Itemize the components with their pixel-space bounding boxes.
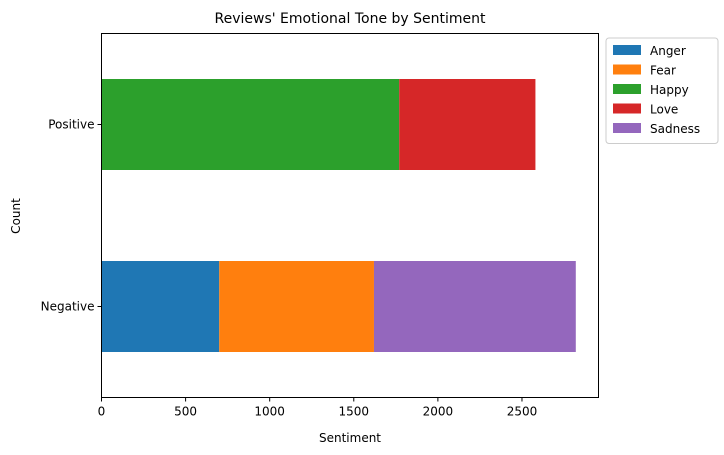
x-tick-label: 0 bbox=[98, 405, 106, 419]
x-tick-label: 2500 bbox=[507, 405, 538, 419]
legend-swatch-anger bbox=[613, 45, 641, 55]
x-tick-label: 2000 bbox=[423, 405, 454, 419]
x-axis: 0 500 1000 1500 2000 2500 bbox=[98, 397, 538, 419]
legend-swatch-love bbox=[613, 103, 641, 114]
bar-positive-love bbox=[399, 79, 536, 170]
legend-swatch-sadness bbox=[613, 123, 641, 133]
legend-label-anger: Anger bbox=[650, 44, 686, 58]
bar-negative-anger bbox=[101, 261, 220, 352]
y-tick-label: Positive bbox=[48, 118, 94, 132]
x-tick-label: 1500 bbox=[339, 405, 370, 419]
legend-frame bbox=[605, 37, 719, 144]
bars-group bbox=[101, 79, 576, 352]
x-tick-label: 1000 bbox=[254, 405, 285, 419]
legend-label-happy: Happy bbox=[650, 83, 689, 97]
legend-label-sadness: Sadness bbox=[650, 122, 700, 136]
legend-label-love: Love bbox=[650, 103, 678, 117]
y-axis: Negative Positive bbox=[41, 118, 102, 314]
bar-negative-fear bbox=[219, 261, 374, 352]
plot-frame bbox=[101, 33, 599, 398]
y-tick-label: Negative bbox=[41, 300, 95, 314]
chart-title: Reviews' Emotional Tone by Sentiment bbox=[215, 11, 487, 27]
x-axis-label: Sentiment bbox=[319, 431, 381, 445]
bar-negative-sadness bbox=[373, 261, 576, 352]
y-axis-label: Count bbox=[9, 198, 23, 234]
legend-swatch-fear bbox=[613, 64, 641, 75]
bar-positive-happy bbox=[101, 79, 400, 170]
legend-swatch-happy bbox=[613, 84, 641, 94]
x-tick-label: 500 bbox=[174, 405, 197, 419]
legend-label-fear: Fear bbox=[650, 64, 676, 78]
legend: Anger Fear Happy Love Sadness bbox=[605, 37, 719, 144]
